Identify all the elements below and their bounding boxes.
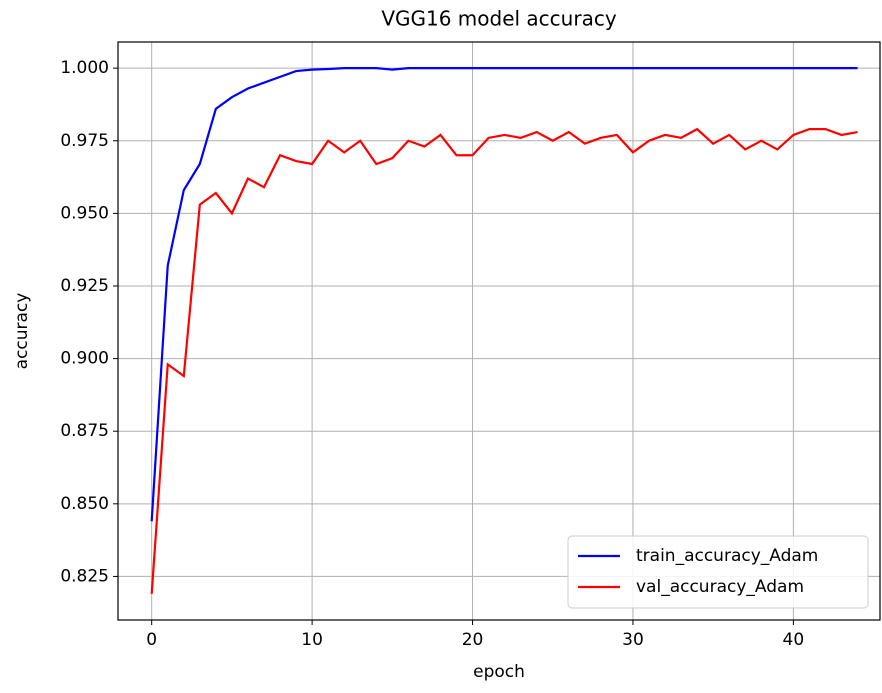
legend-label: train_accuracy_Adam (636, 546, 818, 566)
series-line (150, 67, 858, 522)
y-tick-label: 0.900 (60, 349, 109, 369)
chart-title: VGG16 model accuracy (381, 7, 617, 31)
y-tick-label: 0.975 (60, 131, 109, 151)
x-tick-label: 20 (462, 630, 484, 650)
legend: train_accuracy_Adam val_accuracy_Adam (567, 535, 869, 609)
x-axis-label: epoch (473, 662, 525, 682)
y-tick-label: 0.825 (60, 566, 109, 586)
x-tick-label: 0 (146, 630, 157, 650)
y-tick-label: 0.925 (60, 276, 109, 296)
y-tick-label: 0.850 (60, 494, 109, 514)
series-line (150, 127, 858, 594)
y-axis-label: accuracy (12, 293, 32, 370)
x-tick-label: 10 (301, 630, 323, 650)
x-tick-label: 40 (783, 630, 805, 650)
y-tick-label: 0.875 (60, 421, 109, 441)
plot-frame (117, 41, 881, 621)
legend-label: val_accuracy_Adam (636, 577, 804, 597)
y-tick-label: 1.000 (60, 58, 109, 78)
x-tick-label: 30 (622, 630, 644, 650)
y-tick-label: 0.950 (60, 203, 109, 223)
legend-box (567, 535, 869, 609)
